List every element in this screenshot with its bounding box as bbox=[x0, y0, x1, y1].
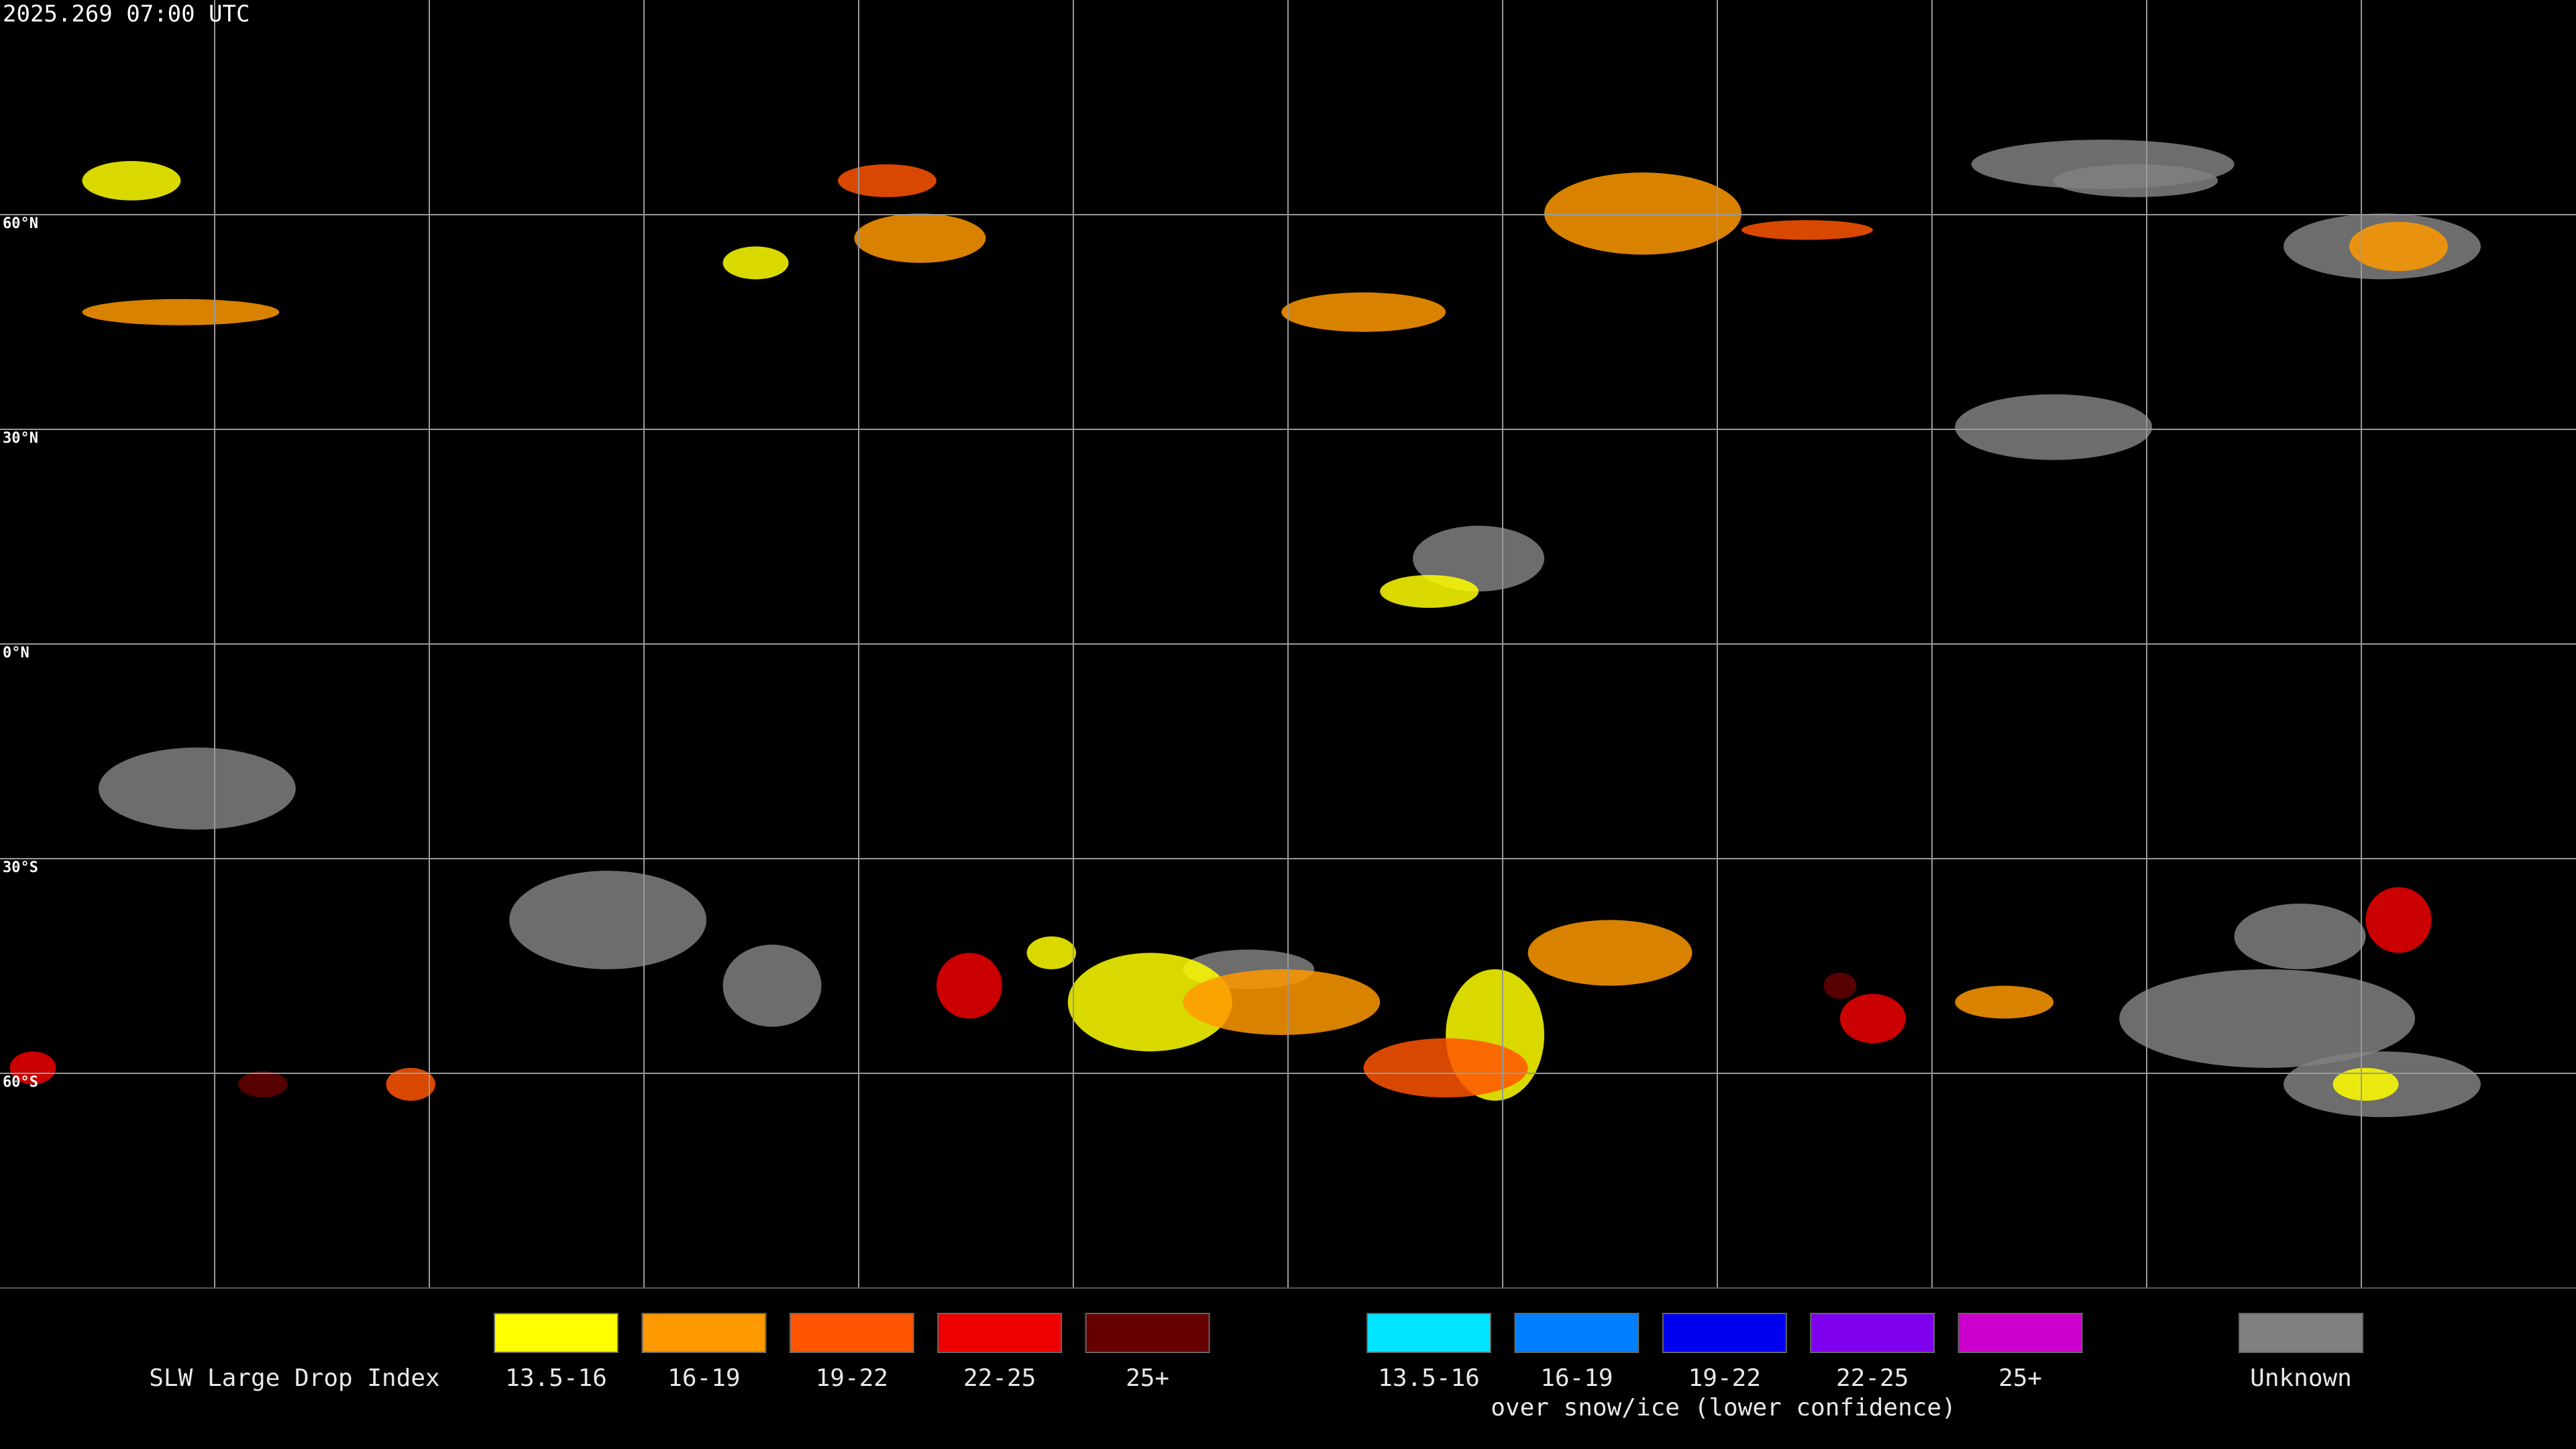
cloud-patch bbox=[9, 1051, 56, 1085]
latitude-label: 60°S bbox=[3, 1074, 38, 1091]
legend-swatch bbox=[1957, 1313, 2083, 1353]
legend-swatch bbox=[937, 1313, 1063, 1353]
cloud-patch bbox=[1026, 936, 1077, 969]
cloud-patch bbox=[509, 870, 707, 969]
cloud-patch bbox=[722, 945, 822, 1027]
legend-swatch bbox=[1085, 1313, 1210, 1353]
legend-swatch bbox=[789, 1313, 914, 1353]
cloud-patch bbox=[1955, 985, 2054, 1019]
cloud-patch bbox=[837, 164, 936, 197]
legend-swatch bbox=[1514, 1313, 1640, 1353]
cloud-patch bbox=[2234, 903, 2366, 969]
cloud-patch bbox=[1363, 1038, 1528, 1097]
legend-swatch bbox=[2239, 1313, 2363, 1353]
cloud-patch bbox=[2332, 1067, 2399, 1101]
legend-swatch bbox=[494, 1313, 619, 1353]
legend-swatch bbox=[1662, 1313, 1787, 1353]
cloud-patch bbox=[1380, 575, 1479, 608]
cloud-patch bbox=[1955, 394, 2153, 460]
latitude-label: 60°N bbox=[3, 215, 38, 232]
cloud-patch bbox=[82, 299, 280, 325]
cloud-patch bbox=[2053, 164, 2218, 197]
cloud-patch bbox=[1527, 920, 1693, 986]
legend-label: 25+ bbox=[1126, 1364, 1169, 1392]
legend-swatch bbox=[1810, 1313, 1935, 1353]
legend-label: 19-22 bbox=[816, 1364, 888, 1392]
cloud-patch bbox=[2365, 887, 2432, 953]
cloud-patch bbox=[1413, 525, 1545, 592]
cloud-patch bbox=[1067, 953, 1232, 1052]
legend-label: 22-25 bbox=[1836, 1364, 1909, 1392]
legend-label: 25+ bbox=[1998, 1364, 2042, 1392]
cloud-patch bbox=[1281, 292, 1446, 332]
latitude-label: 30°N bbox=[3, 430, 38, 447]
legend-swatch bbox=[1366, 1313, 1491, 1353]
cloud-patch bbox=[854, 213, 986, 263]
legend-label: 22-25 bbox=[963, 1364, 1036, 1392]
legend-label: 13.5-16 bbox=[505, 1364, 607, 1392]
cloud-patch bbox=[1183, 969, 1381, 1035]
cloud-layer bbox=[9, 140, 2481, 1118]
legend-title: SLW Large Drop Index bbox=[149, 1364, 439, 1392]
legend-swatch bbox=[641, 1313, 767, 1353]
cloud-patch bbox=[2119, 969, 2415, 1068]
timestamp: 2025.269 07:00 UTC bbox=[3, 1, 250, 28]
legend-label: 16-19 bbox=[1540, 1364, 1613, 1392]
latitude-label: 30°S bbox=[3, 859, 38, 876]
legend-label: 19-22 bbox=[1688, 1364, 1761, 1392]
legend-note: over snow/ice (lower confidence) bbox=[1491, 1394, 1956, 1421]
legend-label: 16-19 bbox=[667, 1364, 740, 1392]
cloud-patch bbox=[386, 1067, 435, 1101]
latitude-label: 0°N bbox=[3, 645, 30, 661]
cloud-patch bbox=[722, 246, 789, 280]
cloud-patch bbox=[1741, 220, 1873, 240]
cloud-patch bbox=[1544, 172, 1741, 255]
legend-label: Unknown bbox=[2250, 1364, 2352, 1392]
cloud-patch bbox=[2349, 221, 2448, 272]
cloud-patch bbox=[1839, 994, 1906, 1044]
graticule: 60°N 30°N 0°N 30°S 60°S bbox=[0, 0, 2576, 1288]
cloud-patch bbox=[1823, 972, 1857, 999]
cloud-patch bbox=[98, 747, 296, 830]
cloud-patch bbox=[238, 1071, 288, 1097]
legend-label: 13.5-16 bbox=[1378, 1364, 1480, 1392]
cloud-patch bbox=[936, 953, 1002, 1019]
cloud-patch bbox=[82, 161, 181, 201]
